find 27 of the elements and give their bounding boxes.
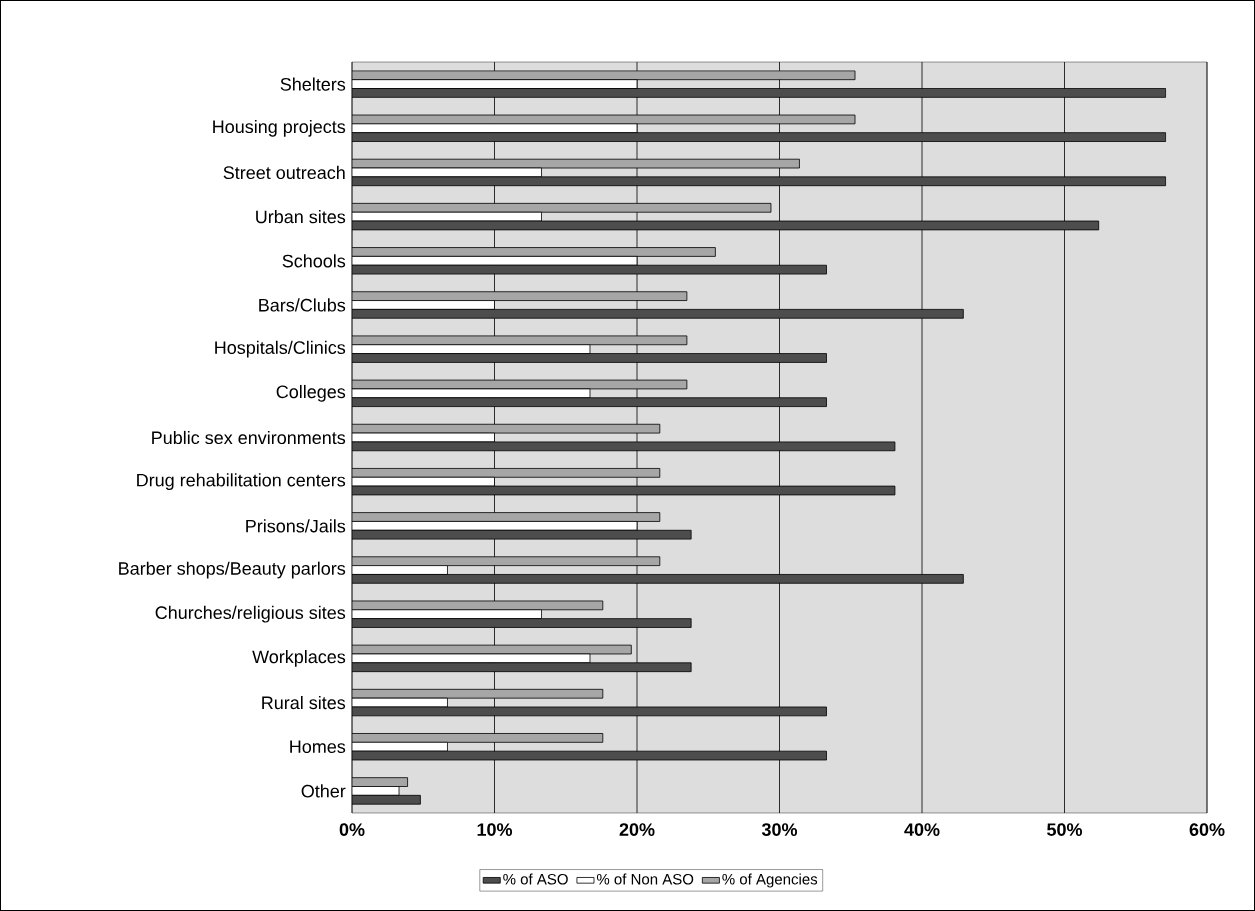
x-tick-label: 0% <box>339 823 365 836</box>
x-tick-label: 30% <box>761 823 798 836</box>
y-tick-label: Bars/Clubs <box>259 298 346 312</box>
y-tick-label: Other <box>301 784 346 798</box>
y-tick-label: Schools <box>282 254 346 268</box>
y-tick-label: Drug rehabilitation centers <box>137 473 346 491</box>
x-tick-label: 10% <box>477 823 513 836</box>
y-tick-label: Barber shops/Beauty parlors <box>119 561 346 579</box>
y-tick-label: Homes <box>290 740 346 754</box>
y-tick-label: Hospitals/Clinics <box>215 340 346 358</box>
x-tick-label: 50% <box>1047 823 1083 836</box>
y-tick-label: Public sex environments <box>152 430 346 445</box>
legend-label: % of ASO <box>503 873 568 885</box>
x-tick-label: 60% <box>1189 823 1225 836</box>
x-tick-label: 20% <box>619 823 655 836</box>
y-tick-label: Churches/religious sites <box>155 605 346 623</box>
y-tick-label: Prisons/Jails <box>246 519 346 533</box>
y-tick-label: Urban sites <box>256 210 346 224</box>
legend-label: % of Agencies <box>722 873 818 888</box>
y-tick-label: Workplaces <box>252 650 346 667</box>
x-tick-label: 40% <box>904 823 940 836</box>
y-tick-label: Colleges <box>276 384 346 402</box>
legend-label: % of Non ASO <box>596 873 694 885</box>
y-tick-label: Street outreach <box>223 165 345 180</box>
y-tick-label: Shelters <box>280 77 346 91</box>
y-tick-label: Rural sites <box>262 695 346 710</box>
y-tick-label: Housing projects <box>213 119 346 137</box>
